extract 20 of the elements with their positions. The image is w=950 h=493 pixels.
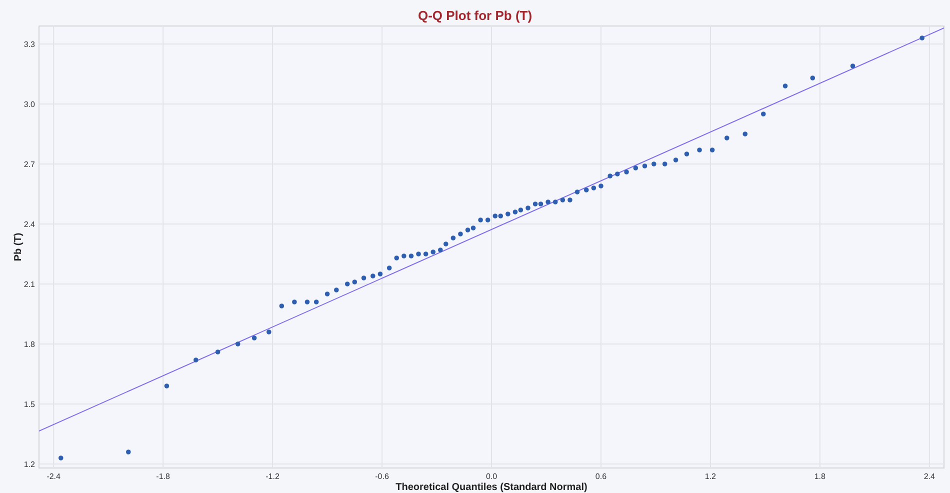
x-tick-label: 0.0 <box>486 472 498 481</box>
x-tick-label: 1.8 <box>814 472 826 481</box>
x-axis-title: Theoretical Quantiles (Standard Normal) <box>396 482 588 493</box>
x-tick-label: -0.6 <box>375 472 390 481</box>
x-tick-label: -2.4 <box>46 472 62 481</box>
y-axis-title: Pb (T) <box>13 232 24 262</box>
y-tick-label: 2.1 <box>24 280 36 289</box>
y-tick-label: 3.3 <box>24 40 36 49</box>
x-tick-label: 2.4 <box>924 472 936 481</box>
chart-title: Q-Q Plot for Pb (T) <box>418 8 532 23</box>
x-tick-label: -1.8 <box>156 472 171 481</box>
y-tick-label: 2.4 <box>24 220 36 229</box>
y-tick-label: 1.5 <box>24 400 36 409</box>
y-tick-label: 1.2 <box>24 460 36 469</box>
x-tick-label: -1.2 <box>266 472 280 481</box>
y-tick-label: 2.7 <box>24 160 36 169</box>
y-tick-label: 1.8 <box>24 340 36 349</box>
x-tick-label: 0.6 <box>595 472 608 481</box>
x-tick-label: 1.2 <box>704 472 717 481</box>
y-tick-label: 3.0 <box>24 100 36 109</box>
